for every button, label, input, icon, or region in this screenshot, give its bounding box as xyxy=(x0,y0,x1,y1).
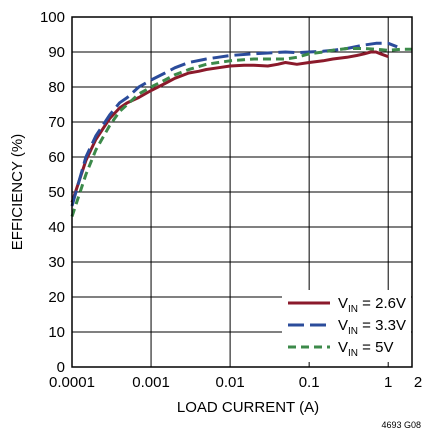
y-tick-label: 0 xyxy=(57,359,65,376)
legend-label-1: VIN = 2.6V xyxy=(338,295,406,315)
y-tick-label: 50 xyxy=(48,184,65,201)
y-tick-label: 40 xyxy=(48,219,65,236)
legend-label-2: VIN = 3.3V xyxy=(338,317,406,337)
y-tick-labels: 0 10 20 30 40 50 60 70 80 90 100 xyxy=(40,9,65,376)
y-tick-label: 30 xyxy=(48,254,65,271)
x-tick-label: 0.001 xyxy=(132,374,170,391)
x-axis-title: LOAD CURRENT (A) xyxy=(177,399,319,416)
x-tick-label: 1 xyxy=(384,374,392,391)
y-axis-title: EFFICIENCY (%) xyxy=(9,134,26,250)
plot-frame xyxy=(71,16,413,368)
y-tick-label: 80 xyxy=(48,79,65,96)
x-tick-labels: 0.0001 0.001 0.01 0.1 1 2 xyxy=(49,374,422,391)
y-tick-label: 20 xyxy=(48,289,65,306)
x-tick-label: 0.0001 xyxy=(49,374,95,391)
x-tick-label: 0.1 xyxy=(299,374,320,391)
y-tick-label: 10 xyxy=(48,324,65,341)
y-tick-label: 90 xyxy=(48,44,65,61)
legend-label-3: VIN = 5V xyxy=(338,339,393,359)
figure-id: 4693 G08 xyxy=(381,420,421,430)
x-tick-label: 2 xyxy=(414,374,422,391)
series-line-3 xyxy=(70,47,412,217)
y-tick-label: 60 xyxy=(48,149,65,166)
y-tick-label: 70 xyxy=(48,114,65,131)
data-series xyxy=(70,41,412,217)
x-tick-label: 0.01 xyxy=(216,374,245,391)
series-line-2 xyxy=(70,41,398,207)
y-tick-label: 100 xyxy=(40,9,65,26)
series-line-1 xyxy=(70,50,389,203)
